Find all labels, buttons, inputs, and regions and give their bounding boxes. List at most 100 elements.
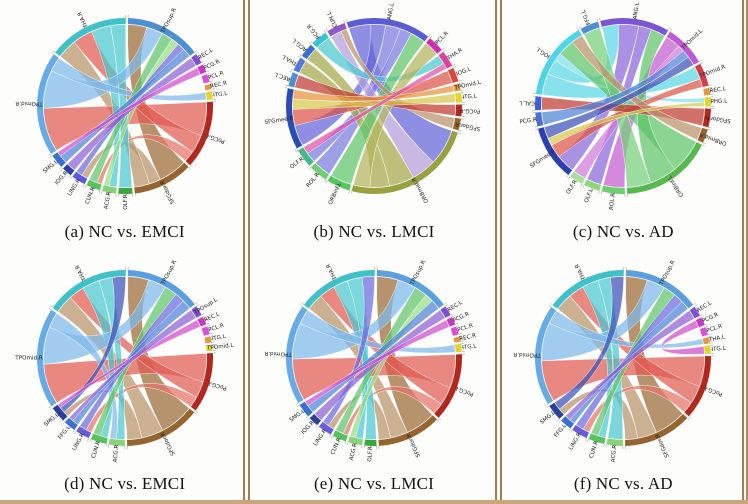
chord-node-arc bbox=[426, 38, 442, 54]
tick-mark bbox=[296, 404, 300, 407]
chord-node-arc bbox=[285, 88, 303, 149]
chord-node-arc bbox=[538, 127, 573, 175]
tick-mark bbox=[551, 412, 555, 415]
node-label: IOG.L bbox=[535, 45, 552, 59]
chord-node-arc bbox=[288, 72, 299, 88]
chord-node-arc bbox=[293, 57, 306, 73]
tick-mark bbox=[438, 417, 441, 420]
chord-node-arc bbox=[376, 270, 444, 309]
tick-mark bbox=[48, 308, 52, 310]
tick-mark bbox=[62, 422, 65, 425]
tick-mark bbox=[590, 188, 593, 192]
tick-mark bbox=[547, 154, 550, 157]
chord-node-arc bbox=[185, 101, 213, 166]
node-label: SFGdor.R bbox=[160, 431, 177, 457]
chord-node-arc bbox=[570, 171, 586, 184]
chord-node-arc bbox=[190, 306, 202, 318]
chord-ribbon bbox=[57, 67, 201, 157]
tick-mark bbox=[458, 130, 462, 132]
chord-ribbon bbox=[661, 320, 705, 355]
chord-node-arc bbox=[327, 175, 352, 191]
node-label: ACG.R bbox=[611, 444, 619, 462]
chord-node-arc bbox=[127, 270, 195, 309]
tick-mark bbox=[301, 302, 305, 305]
node-label: LING.R bbox=[67, 178, 82, 197]
chord-node-arc bbox=[303, 269, 375, 309]
node-label: SFGdor.R bbox=[455, 120, 481, 131]
node-label: ACG.R bbox=[103, 191, 112, 210]
tick-mark bbox=[701, 315, 705, 318]
chord-node-arc bbox=[298, 147, 314, 166]
tick-mark bbox=[700, 313, 704, 316]
tick-mark bbox=[323, 179, 326, 183]
chord-ribbon bbox=[541, 50, 689, 126]
chord-node-arc bbox=[108, 438, 125, 446]
tick-mark bbox=[202, 63, 206, 65]
tick-mark bbox=[307, 417, 310, 421]
figure-row-top: TPOsup.R REC.L PCG.R PCL.R REC.R ITG.L PoCG.L S… bbox=[15, 0, 732, 252]
node-label: ACG.R bbox=[349, 442, 359, 461]
panel-caption-f: (f) NC vs. AD bbox=[573, 474, 673, 493]
tick-mark bbox=[287, 77, 291, 80]
tick-mark bbox=[50, 52, 54, 55]
tick-mark bbox=[295, 402, 299, 405]
tick-mark bbox=[211, 90, 215, 92]
tick-mark bbox=[559, 420, 562, 423]
tick-mark bbox=[204, 319, 208, 321]
tick-mark bbox=[48, 406, 52, 409]
node-label: THA.R bbox=[77, 10, 90, 29]
node-label: THA.R bbox=[74, 264, 88, 283]
chord-node-arc bbox=[378, 415, 438, 446]
tick-mark bbox=[595, 441, 597, 445]
tick-mark bbox=[547, 55, 551, 58]
tick-mark bbox=[205, 322, 209, 325]
tick-mark bbox=[448, 308, 451, 311]
tick-mark bbox=[534, 126, 538, 128]
chord-node-arc bbox=[197, 316, 206, 327]
tick-mark bbox=[458, 80, 462, 82]
chord-ribbon bbox=[299, 310, 456, 354]
chord-node-arc bbox=[348, 436, 363, 446]
tick-mark bbox=[587, 438, 590, 442]
node-label: TPOmid.R bbox=[264, 350, 293, 357]
chord-node-arc bbox=[346, 18, 429, 42]
tick-mark bbox=[331, 435, 333, 439]
tick-mark bbox=[546, 405, 550, 408]
node-label: REC.L bbox=[203, 311, 221, 324]
tick-mark bbox=[441, 47, 445, 51]
tick-mark bbox=[450, 313, 454, 316]
tick-mark bbox=[49, 306, 53, 309]
tick-mark bbox=[294, 62, 297, 64]
tick-mark bbox=[201, 61, 204, 63]
node-label: TPOmid.R bbox=[14, 356, 43, 362]
tick-mark bbox=[164, 277, 167, 280]
tick-mark bbox=[193, 412, 197, 415]
tick-mark bbox=[460, 89, 464, 91]
tick-mark bbox=[315, 425, 318, 428]
node-label: OLF.L bbox=[584, 187, 595, 204]
tick-mark bbox=[577, 434, 580, 438]
panel-caption-e: (e) NC vs. LMCI bbox=[313, 474, 435, 493]
tick-mark bbox=[76, 180, 79, 184]
panel-b: ANG.L PCL.R THA.R IOG.L TPOmid.L ITG.L PoCG.R S… bbox=[249, 0, 498, 252]
chord-ribbon bbox=[335, 287, 427, 434]
node-label: ORBinf.L bbox=[328, 181, 343, 206]
chord-node-arc bbox=[205, 344, 213, 352]
node-label: CAL.L bbox=[519, 99, 536, 106]
tick-mark bbox=[195, 304, 199, 307]
chord-ribbon bbox=[322, 276, 375, 426]
tick-mark bbox=[579, 26, 582, 29]
tick-mark bbox=[316, 35, 319, 38]
chord-node-arc bbox=[133, 162, 189, 194]
chord-node-arc bbox=[64, 417, 78, 430]
tick-mark bbox=[460, 340, 464, 342]
chord-ribbon bbox=[349, 294, 433, 438]
chord-node-arc bbox=[700, 327, 709, 337]
tick-mark bbox=[563, 424, 567, 428]
tick-mark bbox=[195, 52, 199, 55]
panel-caption-a: (a) NC vs. EMCI bbox=[64, 222, 185, 241]
chord-ribbon bbox=[68, 309, 197, 421]
node-label: THA.L bbox=[708, 334, 727, 344]
chord-node-arc bbox=[126, 408, 194, 446]
